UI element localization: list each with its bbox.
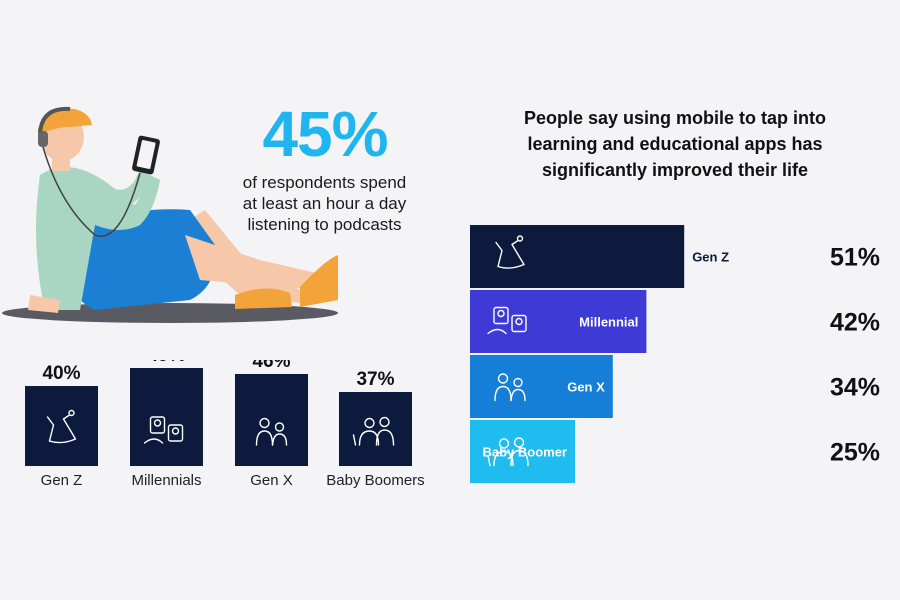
podcast-stat-description: of respondents spend at least an hour a … (212, 172, 437, 235)
bar-value-label: 49% (147, 360, 185, 366)
bar-category-label: Millennials (131, 472, 201, 489)
bar-value-label: 46% (252, 360, 290, 372)
hbar-gen-z (470, 225, 685, 288)
podcast-stat-description-line: listening to podcasts (247, 215, 402, 234)
hbar-millennial (470, 290, 647, 353)
gen-x-two-people-icon (255, 417, 288, 446)
hbar-category-label: Millennial (579, 315, 638, 330)
podcast-stat: 45% (235, 98, 415, 170)
hbar-category-label: Baby Boomer (482, 445, 567, 460)
bar-value-label: 37% (356, 369, 394, 390)
baby-boomer-couple-icon (487, 437, 529, 467)
podcast-stat-description-line: at least an hour a day (242, 194, 407, 213)
gen-x-two-people-icon (494, 373, 526, 402)
bar-value-label: 40% (42, 363, 80, 384)
hbar-value-label: 25% (830, 439, 880, 467)
hbar-value-label: 34% (830, 374, 880, 402)
bar-baby-boomers (339, 392, 412, 466)
hbar-gen-x (470, 355, 613, 418)
gen-z-sitting-figure-icon (46, 409, 77, 444)
millennial-video-call-icon (487, 306, 527, 335)
bar-gen-z (25, 386, 98, 466)
bar-gen-x (235, 374, 308, 466)
bar-category-label: Baby Boomers (326, 472, 424, 489)
bar-category-label: Gen Z (41, 472, 83, 489)
hbar-value-label: 42% (830, 309, 880, 337)
podcast-listener-illustration (2, 106, 338, 323)
gen-z-sitting-figure-icon (495, 235, 525, 269)
generation-podcast-bar-chart: 40% Gen Z 49% Millennials 46% Gen X 37% Baby Bo… (25, 360, 425, 489)
hbar-value-label: 51% (830, 244, 880, 272)
hbar-category-label: Gen X (567, 380, 605, 395)
hbar-category-label: Gen Z (692, 250, 729, 265)
bar-category-label: Gen X (250, 472, 293, 489)
learning-apps-bar-chart: Gen Z 51% Millennial 42% Gen X 34% Baby Boomer… (470, 225, 880, 483)
headline-line: significantly improved their life (541, 160, 809, 180)
podcast-stat-value: 45% (262, 98, 388, 170)
headline-line: learning and educational apps has (527, 134, 823, 154)
bar-millennials (130, 368, 203, 466)
millennials-video-call-icon (143, 416, 184, 444)
baby-boomers-couple-icon (352, 416, 395, 446)
headline-line: People say using mobile to tap into (523, 108, 827, 128)
learning-apps-headline: People say using mobile to tap into lear… (470, 105, 880, 183)
podcast-stat-description-line: of respondents spend (242, 173, 407, 192)
